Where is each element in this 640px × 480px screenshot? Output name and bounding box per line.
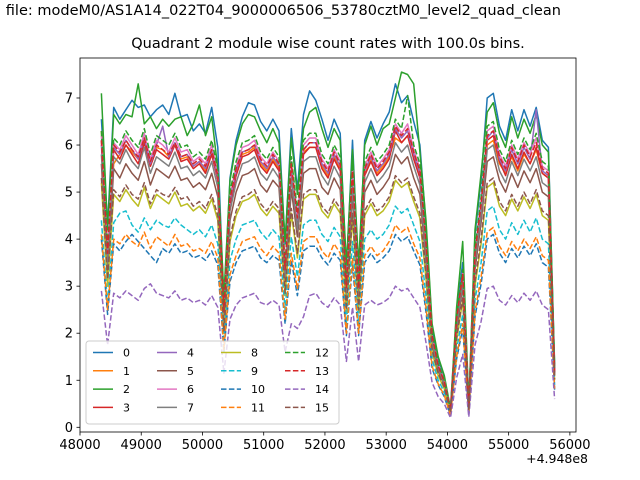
y-tick-label: 3 [65,280,73,295]
x-tick-label: 52000 [304,438,345,453]
y-tick-label: 5 [65,186,73,201]
series-line-14 [100,283,556,419]
series-line-7 [100,141,556,413]
x-axis-offset-label: +4.948e8 [526,451,588,466]
x-tick-label: 50000 [182,438,223,453]
x-tick-label: 49000 [121,438,162,453]
chart-title: Quadrant 2 module wise count rates with … [131,36,525,52]
legend-box [85,340,340,425]
x-tick-label: 48000 [59,438,100,453]
y-tick-label: 2 [65,327,73,342]
legend-label-9: 9 [251,365,258,378]
legend-label-11: 11 [251,401,265,414]
x-tick-label: 51000 [243,438,284,453]
legend-label-4: 4 [187,347,194,360]
series-line-2 [100,71,556,410]
y-tick-label: 4 [65,233,73,248]
legend-label-3: 3 [123,401,130,414]
legend-label-7: 7 [187,401,194,414]
series-line-13 [100,125,556,412]
legend-label-2: 2 [123,383,130,396]
legend-label-1: 1 [123,365,130,378]
series-line-15 [100,174,556,413]
y-tick-label: 6 [65,139,73,154]
series-line-11 [100,224,556,416]
legend-label-8: 8 [251,347,258,360]
legend-label-6: 6 [187,383,194,396]
series-line-5 [100,153,556,413]
y-tick-label: 1 [65,374,73,389]
series-line-12 [100,94,556,411]
legend-label-0: 0 [123,347,130,360]
x-tick-label: 55000 [488,438,529,453]
legend-label-10: 10 [251,383,265,396]
legend-label-14: 14 [315,383,329,396]
x-tick-label: 54000 [427,438,468,453]
series-line-9 [100,205,556,415]
x-tick-label: 56000 [549,438,590,453]
y-tick-label: 7 [65,91,73,106]
x-tick-label: 53000 [365,438,406,453]
legend-label-12: 12 [315,347,329,360]
figure-suptitle: n file: modeM0/AS1A14_022T04_9000006506_… [0,3,561,19]
axes-frame [79,57,577,433]
y-tick-label: 0 [65,421,73,436]
legend-label-13: 13 [315,365,329,378]
legend-label-5: 5 [187,365,194,378]
legend-label-15: 15 [315,401,329,414]
series-line-10 [100,233,556,417]
